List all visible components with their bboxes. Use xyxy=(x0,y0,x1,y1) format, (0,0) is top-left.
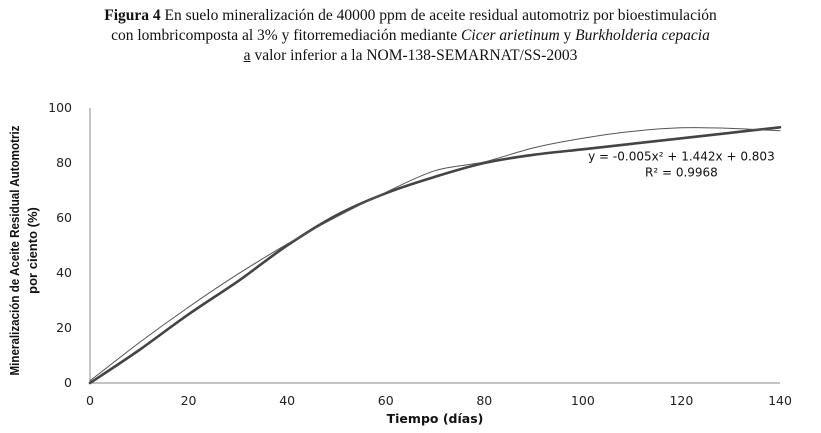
y-tick-labels: 0 20 40 60 80 100 xyxy=(48,100,72,390)
caption-underlined-a: a xyxy=(243,47,251,64)
caption-line-3: a valor inferior a la NOM-138-SEMARNAT/S… xyxy=(0,46,821,66)
x-tick-label: 100 xyxy=(571,393,595,408)
x-axis-title: Tiempo (días) xyxy=(387,411,484,426)
y-axis-title: Mineralización de Aceite Residual Automo… xyxy=(7,125,40,375)
x-tick-label: 60 xyxy=(378,393,394,408)
trendline-series-line xyxy=(89,127,781,382)
x-tick-label: 20 xyxy=(181,393,197,408)
y-axis-title-line-2: por ciento (%) xyxy=(25,207,40,294)
species-name-1: Cicer arietinum xyxy=(461,27,560,44)
x-tick-label: 0 xyxy=(86,393,94,408)
y-tick-label: 100 xyxy=(48,100,72,115)
trendline-equation: y = -0.005x² + 1.442x + 0.803 xyxy=(588,149,775,163)
y-tick-label: 0 xyxy=(64,375,72,390)
y-tick-label: 40 xyxy=(56,265,72,280)
species-name-2: Burkholderia cepacia xyxy=(575,27,710,44)
x-tick-label: 80 xyxy=(476,393,492,408)
x-tick-label: 140 xyxy=(768,393,792,408)
y-tick-label: 20 xyxy=(56,320,72,335)
series-layer xyxy=(88,126,782,385)
y-tick-label: 80 xyxy=(56,155,72,170)
x-tick-label: 40 xyxy=(279,393,295,408)
caption-text-1: En suelo mineralización de 40000 ppm de … xyxy=(160,7,717,24)
observed-series-line xyxy=(88,126,782,385)
caption-line-1: Figura 4 En suelo mineralización de 4000… xyxy=(0,6,821,26)
y-tick-label: 60 xyxy=(56,210,72,225)
trendline-r-squared: R² = 0.9968 xyxy=(645,165,718,179)
figure-caption: Figura 4 En suelo mineralización de 4000… xyxy=(0,6,821,66)
x-tick-label: 120 xyxy=(669,393,693,408)
chart-axes xyxy=(89,108,780,384)
caption-connector: y xyxy=(559,27,576,44)
caption-line-2: con lombricomposta al 3% y fitorremediac… xyxy=(0,26,821,46)
figure-number: Figura 4 xyxy=(104,7,161,24)
caption-text-3: valor inferior a la NOM-138-SEMARNAT/SS-… xyxy=(250,47,578,64)
x-tick-labels: 0 20 40 60 80 100 120 140 xyxy=(86,393,792,408)
caption-text-2: con lombricomposta al 3% y fitorremediac… xyxy=(111,27,462,44)
y-axis-title-line-1: Mineralización de Aceite Residual Automo… xyxy=(7,125,22,375)
